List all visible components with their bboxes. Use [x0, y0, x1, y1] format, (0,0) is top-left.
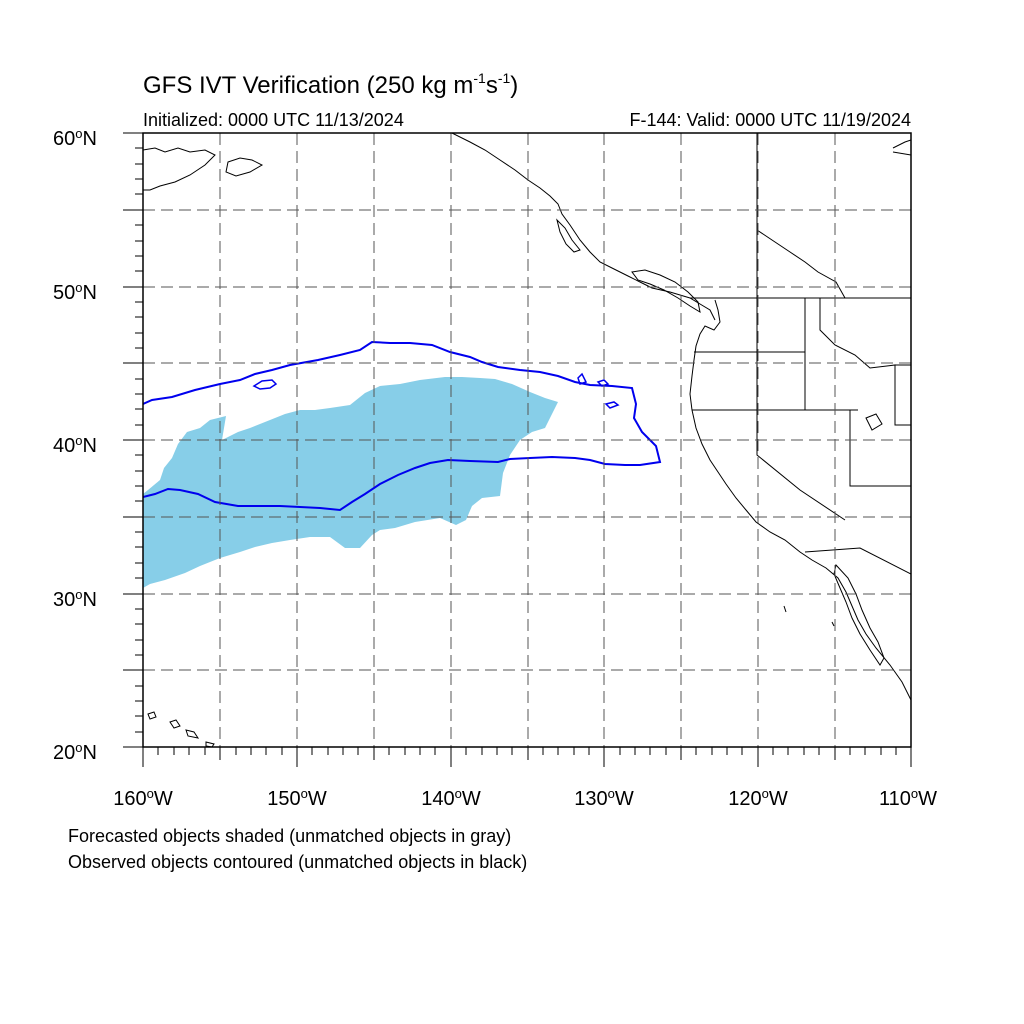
lon-label-130w: 130oW: [574, 786, 634, 810]
lon-label-110w: 110oW: [878, 786, 938, 810]
observed-object-small: [577, 372, 620, 409]
forecast-object: [143, 377, 558, 588]
observed-object-contour: [143, 340, 662, 512]
lat-label-40n: 40oN: [53, 433, 97, 457]
lat-label-20n: 20oN: [53, 740, 97, 764]
chart-title: GFS IVT Verification (250 kg m-1s-1): [143, 70, 519, 99]
lon-label-140w: 140oW: [421, 786, 481, 810]
lat-label-60n: 60oN: [53, 126, 97, 150]
legend-forecast-note: Forecasted objects shaded (unmatched obj…: [68, 826, 512, 846]
lat-label-50n: 50oN: [53, 280, 97, 304]
observed-object-small: [252, 379, 278, 390]
lon-label-150w: 150oW: [267, 786, 327, 810]
lat-label-30n: 30oN: [53, 587, 97, 611]
init-time-label: Initialized: 0000 UTC 11/13/2024: [143, 110, 404, 130]
coastlines: [143, 133, 911, 747]
axis-ticks: [123, 132, 912, 767]
legend-observed-note: Observed objects contoured (unmatched ob…: [68, 852, 528, 872]
graticule: [143, 133, 911, 747]
valid-time-label: F-144: Valid: 0000 UTC 11/19/2024: [629, 110, 911, 130]
lon-label-120w: 120oW: [728, 786, 788, 810]
lon-label-160w: 160oW: [113, 786, 173, 810]
